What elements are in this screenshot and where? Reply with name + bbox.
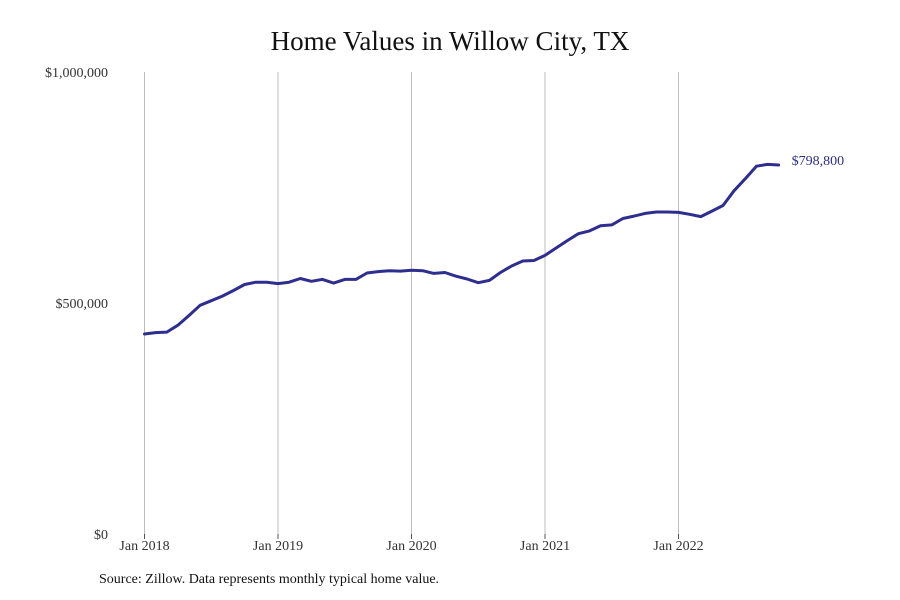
y-tick-label: $0 (94, 528, 108, 543)
series-line (143, 162, 781, 336)
source-note: Source: Zillow. Data represents monthly … (99, 572, 440, 587)
x-tick-label: Jan 2022 (653, 539, 703, 554)
y-tick-label: $500,000 (56, 297, 109, 312)
end-value-label: $798,800 (792, 154, 845, 169)
x-tick-label: Jan 2019 (253, 539, 303, 554)
chart-title: Home Values in Willow City, TX (270, 26, 630, 56)
y-axis-ticks: $0 $500,000 $1,000,000 (45, 66, 108, 543)
gridlines (144, 72, 679, 534)
x-tick-label: Jan 2018 (119, 539, 169, 554)
y-tick-label: $1,000,000 (45, 66, 108, 81)
x-tick-label: Jan 2021 (520, 539, 570, 554)
series-layer: $798,800 (143, 154, 845, 336)
x-axis-ticks: Jan 2018 Jan 2019 Jan 2020 Jan 2021 Jan 2022 (119, 534, 704, 554)
x-tick-label: Jan 2020 (386, 539, 436, 554)
